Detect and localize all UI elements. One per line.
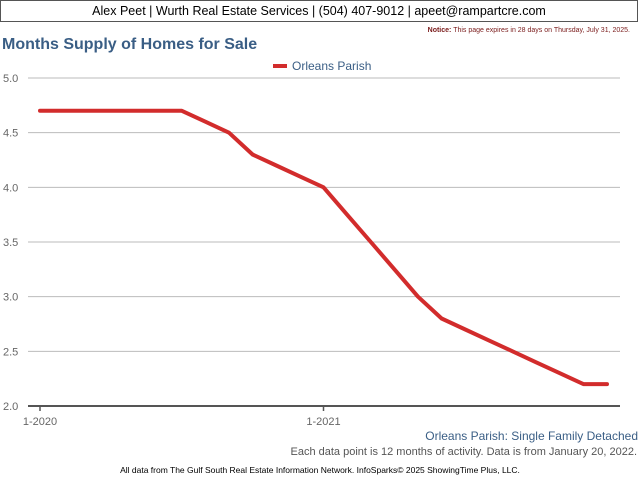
y-tick-label: 3.5 — [3, 237, 18, 249]
y-tick-label: 2.5 — [3, 346, 18, 358]
y-tick-label: 4.0 — [3, 182, 18, 194]
legend-label: Orleans Parish — [292, 59, 371, 73]
contact-header: Alex Peet | Wurth Real Estate Services |… — [0, 0, 638, 22]
series-caption: Orleans Parish: Single Family Detached — [425, 429, 638, 443]
y-tick-label: 3.0 — [3, 292, 18, 304]
x-tick-label: 1-2020 — [23, 416, 57, 428]
expiry-notice: Notice: This page expires in 28 days on … — [428, 27, 630, 34]
contact-line: Alex Peet | Wurth Real Estate Services |… — [92, 4, 546, 18]
footer-credit: All data from The Gulf South Real Estate… — [120, 465, 520, 475]
chart-title: Months Supply of Homes for Sale — [2, 36, 258, 53]
y-tick-label: 2.0 — [3, 401, 18, 413]
data-note: Each data point is 12 months of activity… — [290, 446, 637, 458]
y-tick-label: 5.0 — [3, 73, 18, 85]
x-tick-label: 1-2021 — [306, 416, 340, 428]
y-tick-label: 4.5 — [3, 128, 18, 140]
notice-text: This page expires in 28 days on Thursday… — [453, 27, 630, 34]
series-line-0 — [38, 108, 609, 387]
notice-label: Notice: — [427, 27, 452, 34]
